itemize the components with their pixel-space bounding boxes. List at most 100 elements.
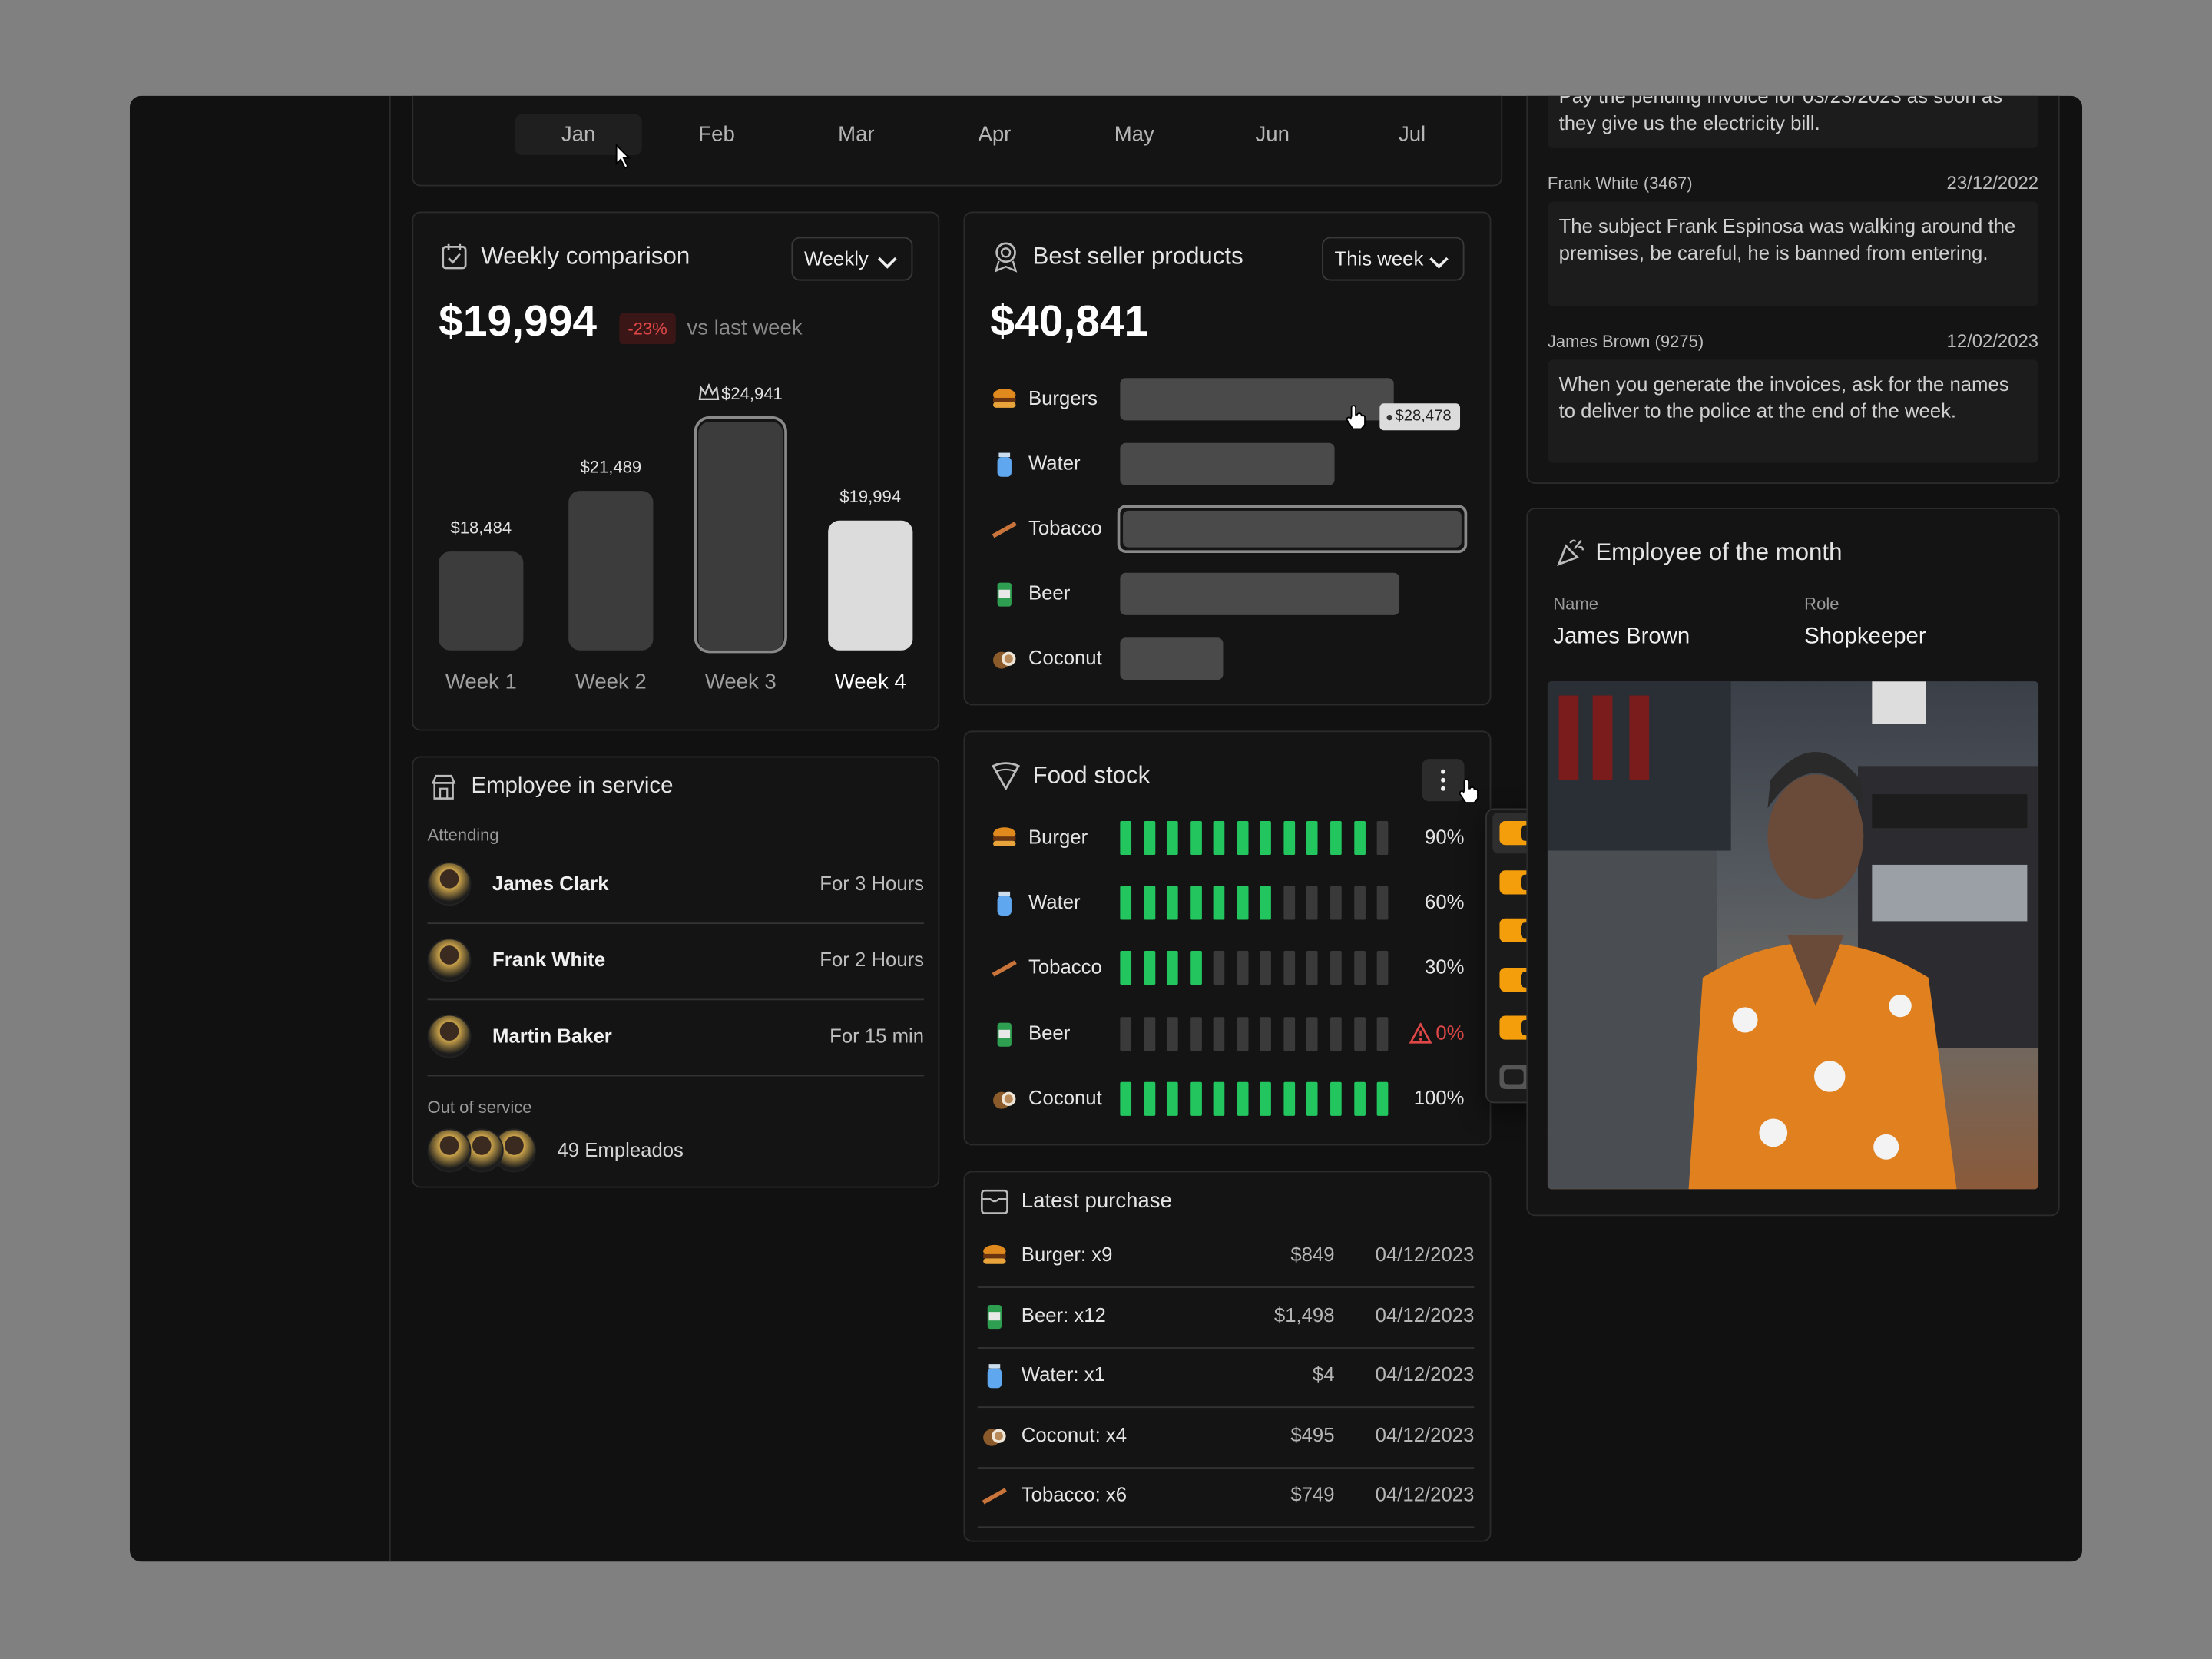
purchase-item: Coconut: x4: [1021, 1422, 1128, 1446]
hand-cursor-svg: [1459, 778, 1479, 804]
party-icon: [1556, 538, 1586, 568]
product-icon: [992, 646, 1017, 671]
card-title: Latest purchase: [1021, 1188, 1172, 1213]
bar: [1120, 442, 1335, 485]
employee-time: For 2 Hours: [820, 948, 925, 972]
product-icon-svg: [993, 651, 1016, 669]
warning-icon-svg: [1409, 1022, 1432, 1044]
store-icon-svg: [431, 774, 456, 800]
stock-segment: [1306, 1017, 1319, 1051]
divider: [977, 1526, 1475, 1528]
stock-segment: [1213, 820, 1225, 856]
card-title: Weekly comparison: [481, 243, 690, 270]
product-icon: [992, 1086, 1017, 1111]
stock-segment: [1330, 1081, 1342, 1116]
out-count: 49 Empleados: [557, 1138, 684, 1162]
avatar: [427, 1014, 472, 1058]
purchase-price: $495: [1290, 1422, 1335, 1446]
pizza-icon-svg: [992, 762, 1021, 791]
avatar: [427, 1128, 472, 1173]
product-icon-svg: [992, 522, 1017, 538]
bar: [698, 422, 783, 651]
hand-cursor-svg: [1346, 405, 1366, 430]
card-title: Employee in service: [471, 774, 674, 799]
month-tab[interactable]: Jun: [1255, 122, 1290, 147]
product-icon: [992, 386, 1017, 412]
stock-segment: [1237, 886, 1249, 920]
product-label: Burgers: [1028, 386, 1098, 410]
product-label: Coconut: [1028, 1086, 1102, 1110]
food-stock-card: [963, 730, 1492, 1146]
card-title: Employee of the month: [1595, 539, 1843, 567]
pin-icon: [993, 241, 1018, 273]
product-icon-svg: [992, 960, 1017, 977]
stock-segment: [1213, 1081, 1225, 1116]
bar: [568, 491, 654, 651]
bar: [1120, 378, 1394, 421]
stock-segment: [1143, 1081, 1155, 1116]
chevron: [1429, 251, 1449, 269]
dropdown-label: This week: [1334, 247, 1424, 270]
divider: [427, 998, 925, 1001]
product-label: Beer: [1028, 1022, 1071, 1045]
stock-segment: [1376, 950, 1389, 985]
chevron-svg: [877, 257, 897, 269]
month-tab[interactable]: Mar: [838, 122, 875, 147]
employee-name: James Brown: [1553, 624, 1690, 649]
month-tab[interactable]: Apr: [978, 122, 1012, 147]
bar-outline: [694, 416, 787, 654]
stock-gauge: [1120, 820, 1391, 856]
stock-segment: [1330, 950, 1342, 985]
stock-segment: [1260, 886, 1272, 920]
product-icon-svg: [993, 1091, 1016, 1109]
bar-value-label: $19,994: [839, 486, 902, 507]
stock-segment: [1330, 886, 1342, 920]
period-dropdown[interactable]: [1322, 237, 1465, 281]
product-label: Water: [1028, 890, 1081, 913]
dashboard: Jan Feb Mar Apr May Jun Jul Weekly comparison We…: [129, 95, 2083, 1562]
chevron: [877, 251, 897, 269]
month-tab[interactable]: Jan: [561, 122, 596, 147]
note-date: 23/12/2022: [1946, 171, 2039, 194]
product-label: Coconut: [1028, 646, 1102, 670]
note-author: Frank White (3467): [1547, 173, 1693, 193]
stock-segment: [1306, 886, 1319, 920]
product-icon: [992, 955, 1017, 980]
stock-segment: [1143, 950, 1155, 985]
stock-segment: [1353, 886, 1366, 920]
divider: [427, 922, 925, 925]
product-icon: [982, 1422, 1007, 1448]
divider: [427, 1075, 925, 1077]
stock-segment: [1283, 1017, 1295, 1051]
product-icon-svg: [997, 452, 1012, 477]
calendar-icon: [442, 243, 467, 270]
month-tab[interactable]: May: [1114, 122, 1154, 147]
tooltip: [1379, 403, 1461, 431]
product-icon: [992, 890, 1017, 916]
period-dropdown[interactable]: [791, 237, 913, 281]
stock-segment: [1283, 1081, 1295, 1116]
divider: [977, 1286, 1475, 1288]
stock-segment: [1283, 886, 1295, 920]
menu-button[interactable]: [1422, 759, 1465, 802]
stock-segment: [1213, 1017, 1225, 1051]
note-author: James Brown (9275): [1547, 330, 1704, 351]
stock-segment: [1376, 1017, 1389, 1051]
stock-value: 0%: [1435, 1022, 1465, 1045]
bar-value-label: $21,489: [580, 456, 642, 477]
section-label: Out of service: [427, 1097, 532, 1117]
pin-icon-svg: [994, 242, 1018, 273]
stock-segment: [1120, 1017, 1132, 1051]
tooltip-label: $28,478: [1395, 407, 1452, 425]
stock-segment: [1167, 886, 1178, 920]
week-label: Week 2: [575, 669, 647, 694]
tooltip-dot: [1386, 415, 1392, 421]
month-tab[interactable]: Jul: [1398, 122, 1426, 147]
stock-segment: [1190, 950, 1202, 985]
bar-outline: [1117, 505, 1468, 554]
month-tab[interactable]: Feb: [698, 122, 735, 147]
employee-time: For 15 min: [830, 1024, 925, 1048]
stock-value: 100%: [1413, 1086, 1465, 1110]
card-title: Food stock: [1032, 762, 1151, 790]
stock-segment: [1353, 1081, 1366, 1116]
